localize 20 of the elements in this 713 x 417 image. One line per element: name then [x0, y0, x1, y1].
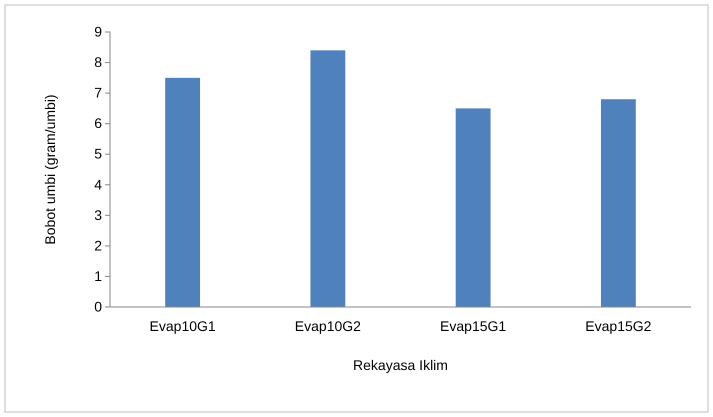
y-tick-label: 3: [94, 206, 102, 223]
bar: [456, 108, 491, 307]
y-tick-label: 4: [94, 176, 102, 192]
y-tick-label: 8: [94, 54, 102, 70]
x-tick-label: Evap15G2: [585, 318, 652, 334]
y-axis-title: Bobot umbi (gram/umbi): [42, 94, 58, 245]
x-tick-label: Evap15G1: [440, 318, 506, 334]
x-tick-label: Evap10G2: [294, 318, 362, 334]
y-tick-label: 0: [94, 298, 102, 314]
y-tick-label: 2: [94, 237, 102, 254]
y-tick-label: 1: [94, 268, 102, 284]
x-tick-label: Evap10G1: [150, 318, 216, 334]
bar: [165, 78, 200, 307]
y-tick-label: 9: [94, 23, 102, 40]
y-tick-label: 7: [94, 84, 102, 101]
y-tick-label: 6: [94, 115, 102, 132]
bar: [310, 50, 346, 307]
bar: [600, 99, 636, 307]
x-axis-title: Rekayasa Iklim: [353, 357, 448, 373]
y-tick-label: 5: [94, 146, 102, 162]
